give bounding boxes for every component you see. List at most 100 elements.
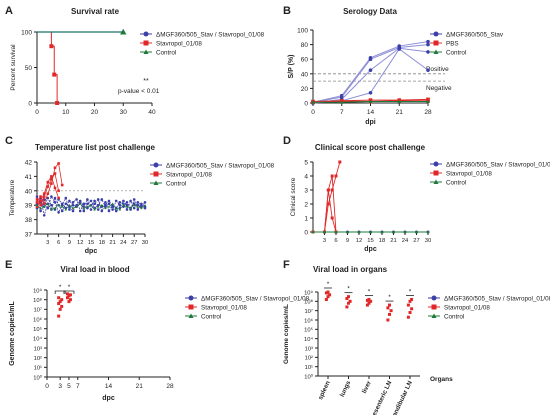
data-point [345, 297, 349, 301]
y-tick-label: 10⁰ [33, 374, 42, 381]
x-tick-label: mesenteric LN [369, 379, 394, 415]
data-point [57, 211, 60, 214]
data-point [39, 199, 42, 203]
x-tick-label: 40 [148, 109, 156, 116]
data-point [68, 208, 71, 211]
data-point [140, 202, 143, 206]
data-point [35, 205, 39, 208]
data-point [334, 230, 338, 234]
legend-entry: Control [166, 181, 186, 188]
x-axis-label: dpc [102, 395, 115, 402]
legend-marker [153, 162, 159, 168]
x-tick-label: 12 [77, 240, 83, 246]
y-tick-label: 10³ [34, 346, 42, 352]
legend-marker [143, 49, 149, 54]
legend-entry: Control [444, 314, 464, 321]
data-point [386, 318, 390, 322]
data-point [78, 199, 82, 203]
data-point [426, 99, 430, 103]
data-point [93, 208, 96, 211]
data-point [136, 203, 140, 207]
x-tick-label: 27 [131, 240, 137, 246]
data-point [125, 203, 129, 207]
data-point [53, 196, 57, 200]
y-tick-label: 10⁷ [33, 307, 42, 314]
data-point [397, 47, 402, 51]
y-tick-label: 10⁵ [304, 327, 313, 334]
data-point [53, 201, 57, 204]
data-point [60, 298, 64, 302]
panel-letter: B [283, 5, 291, 17]
data-point [107, 199, 111, 203]
data-point [326, 202, 330, 206]
data-point [107, 205, 111, 208]
x-tick-label: 9 [346, 238, 349, 244]
y-tick-label: 10⁷ [304, 308, 313, 315]
data-point [338, 160, 342, 164]
x-tick-label: 30 [120, 109, 128, 116]
data-point [42, 202, 46, 206]
data-point [82, 202, 86, 206]
data-point [86, 205, 89, 208]
data-point [368, 68, 373, 72]
legend-entry: Control [201, 314, 221, 321]
data-point [406, 303, 410, 307]
data-point [326, 188, 330, 192]
y-tick-label: 4 [304, 174, 308, 181]
data-point [129, 199, 132, 203]
y-tick-label: 10² [305, 356, 313, 362]
y-tick-label: 10¹ [305, 365, 313, 371]
data-point [100, 203, 104, 207]
data-point [114, 209, 118, 213]
y-tick-label: 10³ [305, 346, 313, 352]
data-point [100, 209, 104, 213]
data-point [89, 199, 93, 203]
x-tick-label: 18 [99, 240, 105, 246]
data-point [35, 201, 39, 204]
y-tick-label: 10⁹ [304, 289, 313, 296]
series-line [37, 31, 58, 103]
y-tick-label: 0 [304, 101, 308, 108]
data-point [311, 100, 315, 104]
data-point [46, 196, 50, 200]
data-point [365, 298, 369, 302]
y-tick-label: 10⁸ [33, 297, 42, 304]
x-tick-label: 28 [166, 383, 174, 390]
data-point [58, 300, 62, 304]
y-tick-label: 50 [25, 65, 33, 72]
legend-marker [433, 31, 439, 37]
data-point [53, 172, 57, 175]
x-tick-label: 27 [413, 238, 419, 244]
data-point [104, 206, 107, 210]
data-point [348, 299, 352, 303]
data-point [46, 202, 50, 205]
data-point [82, 209, 86, 213]
data-point [89, 203, 93, 207]
chart-title: Clinical score post challenge [315, 143, 426, 152]
y-tick-label: 5 [304, 160, 308, 167]
x-tick-label: 3 [46, 240, 49, 246]
data-point [57, 162, 60, 165]
data-point [111, 202, 114, 205]
x-axis-label: dpi [365, 119, 376, 126]
data-point [39, 203, 42, 207]
chart-title: Serology Data [343, 7, 397, 16]
panel-f: F Viral load in organs 10⁰ 10¹ 10² 10³ 10⁴ 10⁵ 1… [283, 259, 550, 415]
significance-star: * [409, 288, 412, 295]
threshold-label: Positive [426, 66, 449, 73]
data-point [324, 291, 328, 295]
significance-star: * [368, 288, 371, 295]
series-line [313, 175, 337, 233]
data-point [426, 230, 430, 234]
data-point [39, 209, 42, 213]
data-point [60, 209, 64, 213]
y-axis-label: Genome copies/mL [283, 304, 290, 364]
data-point [57, 314, 61, 318]
data-point [42, 205, 46, 208]
legend-marker [433, 161, 439, 167]
data-point [65, 292, 69, 296]
data-point [58, 307, 62, 311]
x-tick-label: 15 [88, 240, 94, 246]
data-point [96, 205, 100, 208]
